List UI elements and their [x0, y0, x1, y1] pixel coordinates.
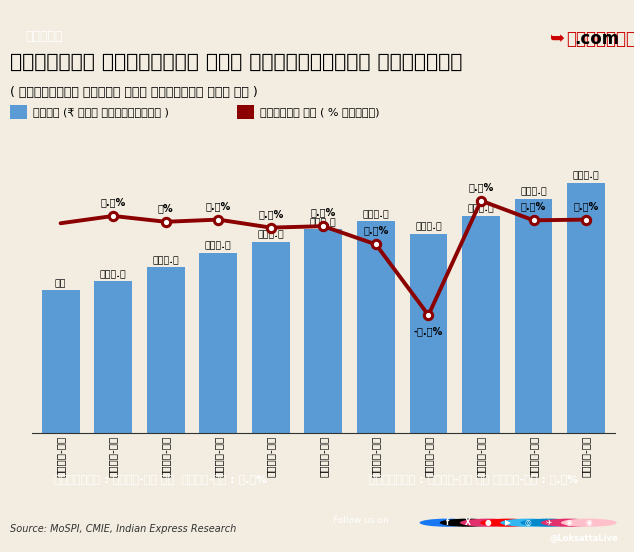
Text: ◎: ◎ — [525, 518, 531, 527]
Circle shape — [420, 519, 476, 527]
Bar — [199, 253, 237, 433]
Text: भारताचे वास्तविक सकल देशांतर्गत उत्पादन: भारताचे वास्तविक सकल देशांतर्गत उत्पादन — [10, 52, 462, 71]
Text: १३१.४: १३१.४ — [257, 230, 284, 240]
Text: १७१.८: १७१.८ — [573, 172, 600, 181]
Text: ➥: ➥ — [550, 30, 571, 47]
Text: १३६.९: १३६.९ — [415, 222, 442, 231]
Text: लोकसत्ता: लोकसत्ता — [566, 30, 634, 47]
Text: ●: ● — [484, 518, 491, 527]
Circle shape — [440, 519, 496, 527]
Text: ( परिपूर्ण पातळी आणि वार्षिक वाढ दर ): ( परिपूर्ण पातळी आणि वार्षिक वाढ दर ) — [10, 86, 257, 99]
Text: ९.९%: ९.९% — [469, 182, 494, 192]
Text: ७%: ७% — [158, 203, 174, 213]
Circle shape — [460, 519, 516, 527]
Text: ▶: ▶ — [505, 518, 511, 527]
Text: Follow us on: Follow us on — [332, 516, 388, 525]
Bar — [462, 215, 500, 433]
Text: ३.९%: ३.९% — [363, 226, 389, 236]
Text: f: f — [446, 518, 449, 527]
Text: Source: MoSPI, CMIE, Indian Express Research: Source: MoSPI, CMIE, Indian Express Rese… — [10, 524, 236, 534]
Text: १४५.३: १४५.३ — [363, 210, 389, 219]
Bar — [567, 183, 605, 433]
Text: ९८: ९८ — [55, 279, 67, 288]
Text: सीएजीआर : २०१४-२५ ते २०१८-१९ : ७.४%: सीएजीआर : २०१४-२५ ते २०१८-१९ : ७.४% — [369, 474, 579, 484]
Circle shape — [480, 519, 536, 527]
Text: ७.३%: ७.३% — [205, 201, 231, 211]
Text: @LoksattaLive: @LoksattaLive — [550, 534, 618, 543]
Text: ◉: ◉ — [566, 518, 572, 527]
Bar — [94, 281, 132, 433]
Bar — [410, 233, 448, 433]
Circle shape — [541, 519, 597, 527]
Text: १०५.३: १०५.३ — [100, 270, 127, 279]
Text: एकूण (₹ लाख करोडमध्ये ): एकूण (₹ लाख करोडमध्ये ) — [33, 107, 169, 117]
Bar — [304, 230, 342, 433]
Text: ७.८%: ७.८% — [101, 197, 126, 207]
Circle shape — [500, 519, 556, 527]
Text: ११३.७: ११३.७ — [152, 256, 179, 266]
Bar — [147, 268, 184, 433]
Text: १३९.९: १३९.९ — [310, 218, 337, 227]
Bar — [237, 105, 254, 119]
Bar — [10, 105, 27, 119]
Text: ७.२%: ७.२% — [521, 201, 546, 211]
Text: ६.४%: ६.४% — [311, 208, 336, 217]
Text: १४९.३: १४९.३ — [468, 204, 495, 213]
Text: ✈: ✈ — [545, 518, 552, 527]
Text: वाढीचा दर ( % मध्ये): वाढीचा दर ( % मध्ये) — [261, 107, 380, 117]
Circle shape — [561, 519, 617, 527]
Text: ◉: ◉ — [586, 518, 592, 527]
Text: ७.३%: ७.३% — [574, 201, 598, 211]
Text: ६.२%: ६.२% — [258, 209, 283, 219]
Bar — [357, 221, 395, 433]
Bar — [42, 290, 79, 433]
Circle shape — [521, 519, 576, 527]
Text: .com: .com — [574, 30, 619, 47]
Text: १२३.१: १२३.१ — [205, 242, 231, 251]
Text: -५.८%: -५.८% — [414, 326, 443, 336]
Bar — [515, 199, 552, 433]
Bar — [252, 242, 290, 433]
Text: १६०.१: १६०.१ — [520, 188, 547, 197]
Text: सीएजीआर : २०१९-२० ते  २०२३-२४ : ४.१%: सीएजीआर : २०१९-२० ते २०२३-२४ : ४.१% — [53, 474, 267, 484]
Text: X: X — [465, 518, 470, 527]
Text: तक्का: तक्का — [25, 30, 63, 43]
